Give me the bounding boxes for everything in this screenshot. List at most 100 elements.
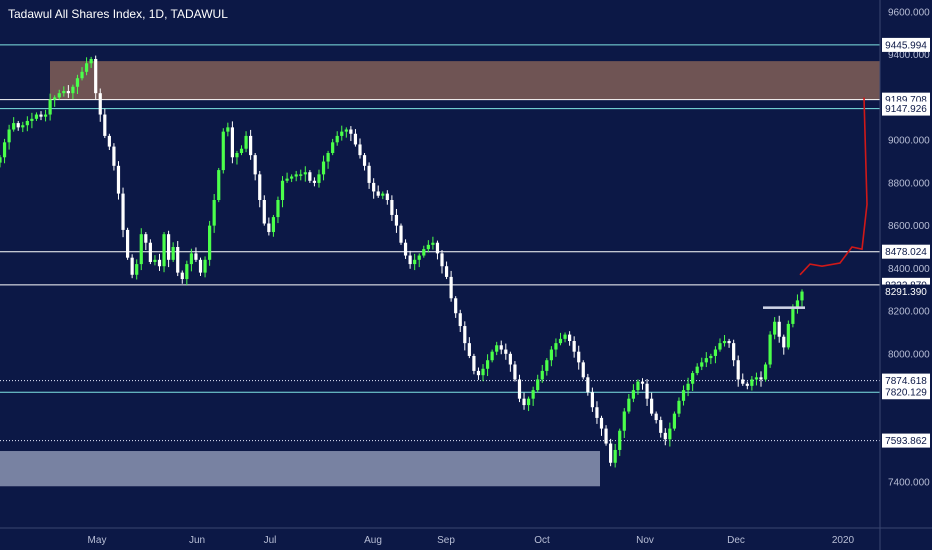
candle-body bbox=[212, 200, 216, 226]
y-tick-label: 8200.000 bbox=[888, 307, 930, 318]
candle-body bbox=[727, 341, 731, 344]
candle-body bbox=[189, 253, 193, 265]
candle-body bbox=[7, 129, 11, 143]
candle-body bbox=[782, 336, 786, 348]
candle-body bbox=[513, 364, 517, 380]
price-label-bg bbox=[882, 385, 930, 400]
candle-body bbox=[732, 343, 736, 361]
candle-body bbox=[522, 398, 526, 406]
candle-body bbox=[239, 148, 244, 153]
candle-body bbox=[217, 170, 221, 200]
candle-body bbox=[403, 242, 408, 256]
candle-body bbox=[321, 161, 326, 175]
candle-body bbox=[294, 174, 298, 177]
candle-body bbox=[25, 120, 29, 126]
candle-body bbox=[722, 341, 727, 344]
candle-body bbox=[317, 174, 321, 183]
candle-body bbox=[148, 242, 152, 262]
candle-body bbox=[12, 123, 16, 130]
candle-body bbox=[358, 144, 362, 156]
consolidation-box bbox=[763, 306, 805, 309]
candle-body bbox=[754, 377, 759, 380]
candle-body bbox=[595, 407, 599, 418]
candle-body bbox=[590, 392, 594, 408]
candle-body bbox=[604, 428, 608, 444]
candle-body bbox=[536, 379, 540, 391]
candle-body bbox=[176, 247, 180, 273]
candle-body bbox=[21, 125, 25, 128]
candle-body bbox=[226, 127, 230, 132]
candle-body bbox=[162, 234, 166, 267]
price-label-bg bbox=[882, 244, 930, 259]
candle-body bbox=[472, 355, 476, 371]
candle-body bbox=[344, 129, 348, 132]
candle-body bbox=[476, 370, 481, 376]
candle-body bbox=[695, 366, 699, 374]
candle-body bbox=[449, 276, 453, 299]
price-label: 9189.708 bbox=[885, 95, 927, 106]
candle-body bbox=[508, 353, 512, 365]
candle-body bbox=[563, 334, 567, 339]
x-tick-label: Sep bbox=[437, 535, 455, 546]
candle-body bbox=[276, 200, 280, 218]
chart-title: Tadawul All Shares Index, 1D, TADAWUL bbox=[8, 7, 228, 21]
candle-body bbox=[750, 379, 754, 386]
candle-body bbox=[303, 172, 307, 175]
candle-body bbox=[390, 200, 394, 215]
price-label-bg bbox=[882, 373, 930, 388]
candle-body bbox=[654, 413, 658, 421]
price-label: 9147.926 bbox=[885, 104, 927, 115]
candle-body bbox=[121, 193, 125, 230]
candle-body bbox=[299, 174, 303, 176]
candle-body bbox=[618, 430, 622, 450]
candle-body bbox=[431, 242, 435, 245]
x-tick-label: Nov bbox=[636, 535, 654, 546]
candle-body bbox=[599, 417, 604, 429]
candle-body bbox=[62, 91, 66, 94]
candle-body bbox=[30, 118, 34, 121]
candle-body bbox=[353, 133, 358, 145]
x-tick-label: Oct bbox=[534, 535, 550, 546]
candle-body bbox=[768, 334, 772, 365]
candle-body bbox=[130, 257, 134, 275]
y-tick-label: 8800.000 bbox=[888, 178, 930, 189]
candle-body bbox=[700, 362, 704, 367]
candle-body bbox=[262, 200, 266, 224]
candle-body bbox=[417, 255, 421, 260]
candle-body bbox=[800, 291, 804, 301]
candle-body bbox=[253, 155, 257, 175]
candle-body bbox=[481, 368, 485, 376]
candle-body bbox=[413, 259, 417, 265]
candle-body bbox=[116, 165, 121, 194]
candle-body bbox=[773, 321, 777, 335]
y-tick-label: 8600.000 bbox=[888, 221, 930, 232]
candle-body bbox=[372, 182, 376, 192]
candle-body bbox=[107, 135, 111, 147]
candle-body bbox=[640, 381, 645, 384]
candle-body bbox=[167, 234, 171, 260]
candle-body bbox=[704, 358, 708, 363]
candle-body bbox=[221, 131, 225, 171]
candle-body bbox=[791, 308, 795, 324]
candle-body bbox=[157, 259, 162, 267]
price-label: 9445.994 bbox=[885, 40, 927, 51]
candle-body bbox=[376, 191, 380, 196]
candle-body bbox=[745, 383, 749, 386]
candle-body bbox=[495, 345, 499, 352]
candle-body bbox=[125, 229, 130, 258]
candle-body bbox=[526, 398, 531, 406]
price-label: 7593.862 bbox=[885, 436, 927, 447]
candle-body bbox=[326, 153, 330, 162]
candle-body bbox=[558, 338, 563, 344]
price-label-layer: 9445.9949189.7089147.9268478.0248322.870… bbox=[882, 37, 930, 448]
candle-body bbox=[312, 180, 317, 183]
support-zone bbox=[0, 451, 600, 487]
candle-body bbox=[75, 78, 80, 87]
candle-body bbox=[713, 349, 718, 356]
x-tick-label: May bbox=[88, 535, 107, 546]
candle-body bbox=[103, 114, 107, 136]
candle-body bbox=[135, 264, 139, 275]
candle-body bbox=[53, 97, 57, 100]
candle-body bbox=[777, 321, 781, 337]
